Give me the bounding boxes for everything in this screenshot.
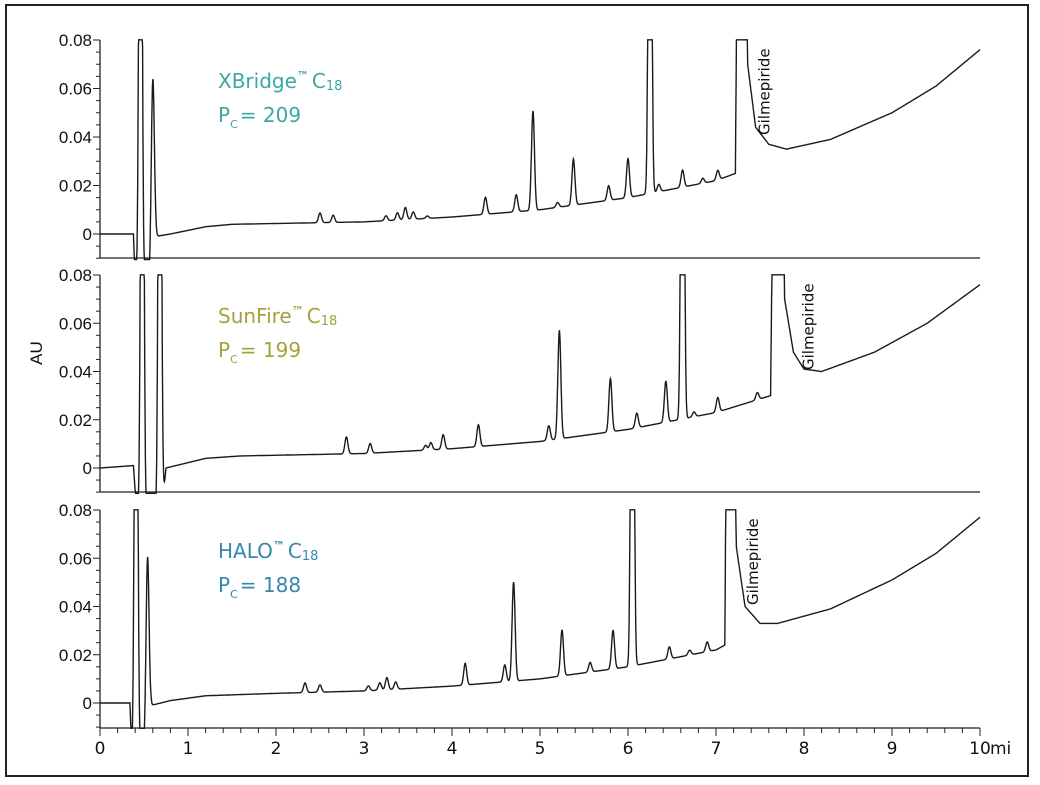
x-tick-label: 10 bbox=[969, 739, 991, 759]
y-tick-label: 0.02 bbox=[59, 411, 92, 430]
y-tick-label: 0 bbox=[83, 694, 92, 713]
y-tick-label: 0.08 bbox=[59, 501, 92, 520]
x-tick-label: 3 bbox=[359, 739, 370, 759]
x-tick-label: 7 bbox=[711, 739, 722, 759]
y-tick-label: 0.06 bbox=[59, 314, 92, 333]
chromatogram-trace bbox=[100, 509, 981, 729]
plate-count-label: PC = 199 bbox=[218, 338, 301, 366]
y-tick-label: 0.06 bbox=[59, 80, 92, 99]
panel-sunfire: 0 0.02 0.04 0.06 0.08 SunFire™ C18 PC = 199 Gilme… bbox=[59, 266, 981, 494]
column-label: SunFire™ C18 bbox=[218, 304, 337, 329]
gilmepiride-peak-label: Gilmepiride bbox=[755, 48, 773, 135]
chromatogram-trace bbox=[100, 39, 981, 261]
y-tick-label: 0.04 bbox=[59, 363, 92, 382]
x-tick-label: 6 bbox=[623, 739, 634, 759]
x-tick-label: 9 bbox=[887, 739, 898, 759]
y-tick-label: 0.04 bbox=[59, 128, 92, 147]
chromatogram-trace bbox=[100, 274, 981, 494]
x-tick-label: 2 bbox=[271, 739, 282, 759]
x-axis-unit: mi bbox=[990, 739, 1011, 759]
plate-count-label: PC = 209 bbox=[218, 103, 301, 131]
y-tick-label: 0 bbox=[83, 225, 92, 244]
x-tick-label: 8 bbox=[799, 739, 810, 759]
x-tick-label: 5 bbox=[535, 739, 546, 759]
y-tick-label: 0.02 bbox=[59, 177, 92, 196]
y-tick-label: 0.08 bbox=[59, 266, 92, 285]
y-tick-label: 0.02 bbox=[59, 646, 92, 665]
chart-frame bbox=[5, 4, 1029, 777]
gilmepiride-peak-label: Gilmepiride bbox=[799, 283, 817, 370]
column-label: XBridge™ C18 bbox=[218, 69, 342, 94]
x-tick-label: 0 bbox=[95, 739, 106, 759]
y-axis-label: AU bbox=[27, 341, 46, 365]
panel-halo: 0 0.02 0.04 0.06 0.08 HALO™ C18 PC = 188 Gilmepir… bbox=[59, 501, 981, 729]
y-tick-label: 0.04 bbox=[59, 598, 92, 617]
x-tick-label: 1 bbox=[183, 739, 194, 759]
gilmepiride-peak-label: Gilmepiride bbox=[744, 518, 762, 605]
y-tick-label: 0.06 bbox=[59, 549, 92, 568]
column-label: HALO™ C18 bbox=[218, 539, 318, 564]
x-tick-label: 4 bbox=[447, 739, 458, 759]
panel-xbridge: 0 0.02 0.04 0.06 0.08 XBridge™ C18 PC = 209 Gilme… bbox=[59, 31, 981, 261]
y-tick-label: 0.08 bbox=[59, 31, 92, 50]
y-tick-label: 0 bbox=[83, 459, 92, 478]
plate-count-label: PC = 188 bbox=[218, 573, 301, 601]
